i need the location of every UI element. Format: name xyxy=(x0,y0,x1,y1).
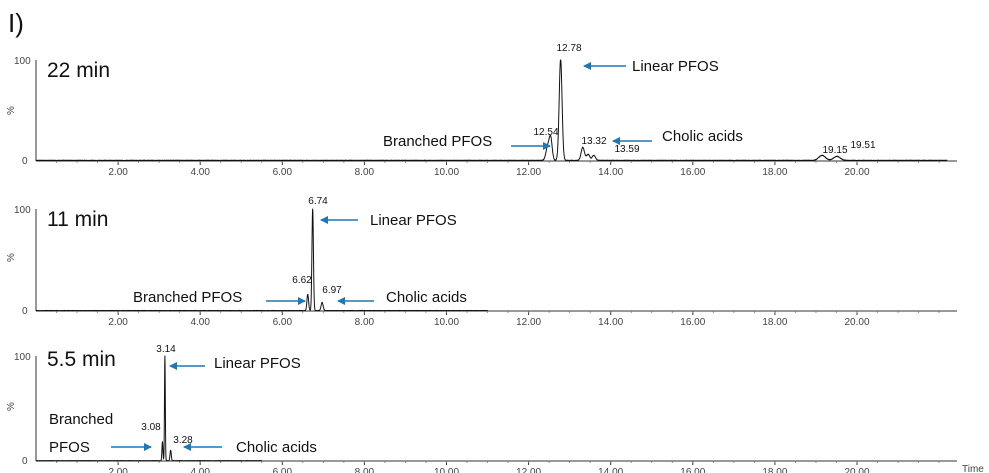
peak-label: 12.54 xyxy=(533,127,558,138)
annotation-linear-pfos: Linear PFOS xyxy=(370,212,457,229)
y-axis-label: % xyxy=(6,402,17,411)
run-label: 22 min xyxy=(47,59,110,82)
x-tick-label: 4.00 xyxy=(190,167,210,178)
y-tick-label: 0 xyxy=(22,306,28,317)
chromatogram-22min: 22 min 100 0 % 2.00 4.00 6.00 8.00 10.00 12.0… xyxy=(6,43,957,178)
x-ticks: 2.00 4.00 6.00 8.00 10.00 12.00 14.00 16.00 18.0… xyxy=(56,461,940,473)
x-tick-label: 14.00 xyxy=(598,317,623,328)
annotation-branched-pfos: Branched PFOS xyxy=(383,133,492,150)
annotation-cholic-acids: Cholic acids xyxy=(662,128,743,145)
x-tick-label: 6.00 xyxy=(273,167,293,178)
y-axis-label: % xyxy=(6,106,17,115)
x-tick-label: 18.00 xyxy=(762,167,787,178)
annotation-cholic-acids: Cholic acids xyxy=(386,289,467,306)
peak-label: 13.59 xyxy=(614,144,639,155)
x-tick-label: 8.00 xyxy=(355,167,375,178)
x-tick-label: 12.00 xyxy=(516,467,541,473)
x-tick-label: 2.00 xyxy=(108,167,128,178)
x-tick-label: 12.00 xyxy=(516,317,541,328)
peak-label: 3.14 xyxy=(156,344,176,355)
chromatogram-11min: 11 min 100 0 % 2.00 4.00 6.00 8.00 10.00 12.0… xyxy=(6,196,957,328)
y-tick-label: 0 xyxy=(22,456,28,467)
peak-label: 19.15 xyxy=(822,145,847,156)
x-tick-label: 14.00 xyxy=(598,467,623,473)
x-tick-label: 6.00 xyxy=(273,467,293,473)
trace-line xyxy=(35,208,488,312)
x-tick-label: 20.00 xyxy=(844,467,869,473)
x-tick-label: 16.00 xyxy=(680,467,705,473)
run-label: 5.5 min xyxy=(47,348,116,371)
y-tick-label: 0 xyxy=(22,156,28,167)
x-tick-label: 10.00 xyxy=(434,167,459,178)
annotation-linear-pfos: Linear PFOS xyxy=(214,355,301,372)
peak-label: 6.62 xyxy=(292,275,312,286)
x-tick-label: 10.00 xyxy=(434,467,459,473)
y-axis-label: % xyxy=(6,253,17,262)
x-tick-label: 16.00 xyxy=(680,317,705,328)
annotation-branched-pfos: Branched PFOS xyxy=(133,289,242,306)
x-tick-label: 4.00 xyxy=(190,317,210,328)
panel-label: I) xyxy=(8,8,24,38)
peak-label: 19.51 xyxy=(850,140,875,151)
x-tick-label: 12.00 xyxy=(516,167,541,178)
x-ticks: 2.00 4.00 6.00 8.00 10.00 12.00 14.00 16.00 18.0… xyxy=(56,311,940,328)
peak-label: 6.97 xyxy=(322,285,342,296)
annotation-linear-pfos: Linear PFOS xyxy=(632,58,719,75)
x-axis-label: Time xyxy=(962,464,984,473)
y-tick-label: 100 xyxy=(14,352,31,363)
y-tick-label: 100 xyxy=(14,205,31,216)
x-tick-label: 6.00 xyxy=(273,317,293,328)
chromatogram-5-5min: 5.5 min 100 0 % 2.00 4.00 6.00 8.00 10.00 12.… xyxy=(6,344,957,473)
trace-line xyxy=(35,355,263,462)
peak-label: 3.08 xyxy=(141,422,161,433)
annotation-pfos: PFOS xyxy=(49,439,90,456)
peak-label: 6.74 xyxy=(308,196,328,207)
peak-label: 13.32 xyxy=(581,136,606,147)
peak-label: 3.28 xyxy=(173,435,193,446)
x-tick-label: 18.00 xyxy=(762,467,787,473)
x-tick-label: 4.00 xyxy=(190,467,210,473)
x-tick-label: 14.00 xyxy=(598,167,623,178)
x-tick-label: 2.00 xyxy=(108,467,128,473)
run-label: 11 min xyxy=(47,208,108,231)
x-tick-label: 10.00 xyxy=(434,317,459,328)
x-tick-label: 18.00 xyxy=(762,317,787,328)
x-tick-label: 2.00 xyxy=(108,317,128,328)
x-tick-label: 16.00 xyxy=(680,167,705,178)
peak-label: 12.78 xyxy=(556,43,581,54)
x-tick-label: 20.00 xyxy=(844,167,869,178)
y-tick-label: 100 xyxy=(14,56,31,67)
x-tick-label: 20.00 xyxy=(844,317,869,328)
x-tick-label: 8.00 xyxy=(355,467,375,473)
x-ticks: 2.00 4.00 6.00 8.00 10.00 12.00 14.00 16.00 18.0… xyxy=(56,161,940,178)
annotation-branched: Branched xyxy=(49,411,113,428)
annotation-cholic-acids: Cholic acids xyxy=(236,439,317,456)
x-tick-label: 8.00 xyxy=(355,317,375,328)
trace-line xyxy=(35,59,948,162)
